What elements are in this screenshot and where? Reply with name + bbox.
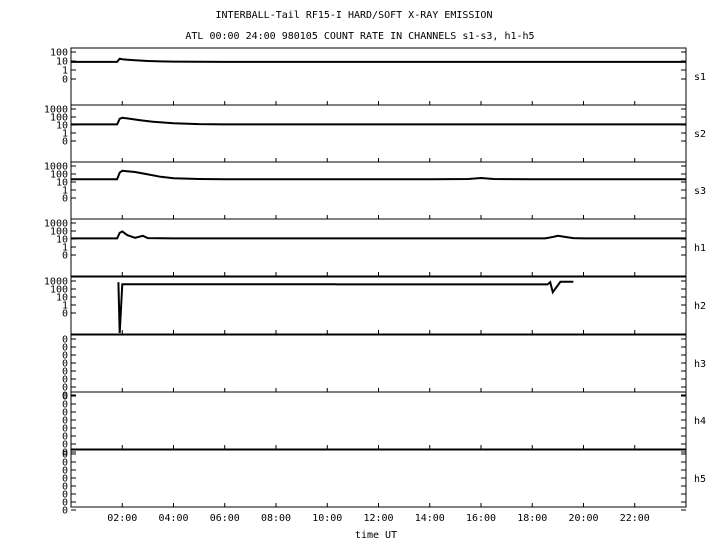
y-tick-label: 0 bbox=[62, 309, 68, 320]
panel-frame bbox=[70, 218, 687, 277]
x-axis-label: time UT bbox=[355, 530, 397, 541]
x-tick-label: 06:00 bbox=[210, 513, 240, 524]
y-tick-label: 0 bbox=[62, 75, 68, 86]
y-tick-label: 0 bbox=[62, 490, 68, 501]
y-tick-label: 1 bbox=[62, 66, 68, 77]
y-tick-label: 0 bbox=[62, 194, 68, 205]
x-tick-label: 22:00 bbox=[620, 513, 650, 524]
x-tick-label: 02:00 bbox=[107, 513, 137, 524]
y-tick-label: 0 bbox=[62, 458, 68, 469]
y-tick-label: 1000 bbox=[44, 219, 68, 230]
y-tick-label: 10 bbox=[56, 121, 68, 132]
channel-label: h2 bbox=[694, 301, 706, 312]
y-tick-label: 0 bbox=[62, 474, 68, 485]
y-tick-label: 1 bbox=[62, 243, 68, 254]
y-tick-label: 0 bbox=[62, 432, 68, 443]
x-tick-label: 08:00 bbox=[261, 513, 291, 524]
y-tick-label: 0 bbox=[62, 400, 68, 411]
y-tick-label: 0 bbox=[62, 251, 68, 262]
y-tick-label: 1 bbox=[62, 129, 68, 140]
channel-label: h4 bbox=[694, 416, 706, 427]
y-tick-label: 10 bbox=[56, 57, 68, 68]
y-tick-label: 0 bbox=[62, 416, 68, 427]
x-tick-label: 16:00 bbox=[466, 513, 496, 524]
y-tick-label: 0 bbox=[62, 440, 68, 451]
y-tick-label: 0 bbox=[62, 137, 68, 148]
y-tick-label: 1000 bbox=[44, 277, 68, 288]
series-line-s3 bbox=[71, 169, 686, 181]
y-tick-label: 1000 bbox=[44, 105, 68, 116]
y-tick-label: 1 bbox=[62, 186, 68, 197]
panel-frame bbox=[70, 47, 687, 106]
y-tick-label: 10 bbox=[56, 293, 68, 304]
x-tick-label: 04:00 bbox=[158, 513, 188, 524]
y-tick-label: 0 bbox=[62, 408, 68, 419]
panel-frame bbox=[70, 161, 687, 220]
x-tick-label: 20:00 bbox=[568, 513, 598, 524]
panel-frame bbox=[70, 391, 687, 450]
y-tick-label: 0 bbox=[62, 343, 68, 354]
y-tick-label: 100 bbox=[50, 285, 68, 296]
panel-frame bbox=[70, 334, 687, 393]
y-tick-label: 0 bbox=[62, 506, 68, 517]
y-tick-label: 0 bbox=[62, 359, 68, 370]
y-tick-label: 0 bbox=[62, 351, 68, 362]
x-axis: 02:00 04:00 06:00 08:00 10:00 12:00 14:00 16:00… bbox=[107, 101, 650, 524]
y-tick-label: 0 bbox=[62, 392, 68, 403]
channel-label: s3 bbox=[694, 186, 706, 197]
y-tick-label: 0 bbox=[62, 448, 68, 459]
series-line-h1 bbox=[71, 230, 686, 240]
y-tick-label: 10 bbox=[56, 178, 68, 189]
chart-title: INTERBALL-Tail RF15-I HARD/SOFT X-RAY EM… bbox=[216, 10, 493, 21]
x-tick-label: 10:00 bbox=[312, 513, 342, 524]
y-tick-label: 0 bbox=[62, 498, 68, 509]
series-line-s1 bbox=[71, 57, 686, 63]
x-tick-label: 14:00 bbox=[415, 513, 445, 524]
y-tick-label: 100 bbox=[50, 113, 68, 124]
x-tick-label: 18:00 bbox=[517, 513, 547, 524]
panel-frame bbox=[70, 449, 687, 508]
y-tick-label: 0 bbox=[62, 424, 68, 435]
y-tick-label: 10 bbox=[56, 235, 68, 246]
panel-frame bbox=[70, 276, 687, 335]
channel-label: s1 bbox=[694, 72, 706, 83]
y-tick-label: 0 bbox=[62, 482, 68, 493]
y-tick-label: 0 bbox=[62, 375, 68, 386]
x-tick-label: 12:00 bbox=[363, 513, 393, 524]
panel-frame bbox=[70, 104, 687, 163]
y-tick-label: 100 bbox=[50, 227, 68, 238]
y-tick-label: 0 bbox=[62, 335, 68, 346]
y-tick-label: 1 bbox=[62, 301, 68, 312]
y-tick-label: 1000 bbox=[44, 162, 68, 173]
y-tick-label: 100 bbox=[50, 48, 68, 59]
y-tick-label: 100 bbox=[50, 170, 68, 181]
chart-subtitle: ATL 00:00 24:00 980105 COUNT RATE IN CHA… bbox=[185, 31, 534, 42]
series-line-h2 bbox=[117, 280, 574, 334]
series-line-s2 bbox=[71, 116, 686, 126]
y-tick-label: 0 bbox=[62, 367, 68, 378]
channel-label: h5 bbox=[694, 474, 706, 485]
y-tick-label: 0 bbox=[62, 450, 68, 461]
channel-label: h3 bbox=[694, 359, 706, 370]
channel-label: h1 bbox=[694, 243, 706, 254]
channel-label: s2 bbox=[694, 129, 706, 140]
y-tick-label: 0 bbox=[62, 391, 68, 402]
y-tick-label: 0 bbox=[62, 466, 68, 477]
y-tick-label: 0 bbox=[62, 383, 68, 394]
